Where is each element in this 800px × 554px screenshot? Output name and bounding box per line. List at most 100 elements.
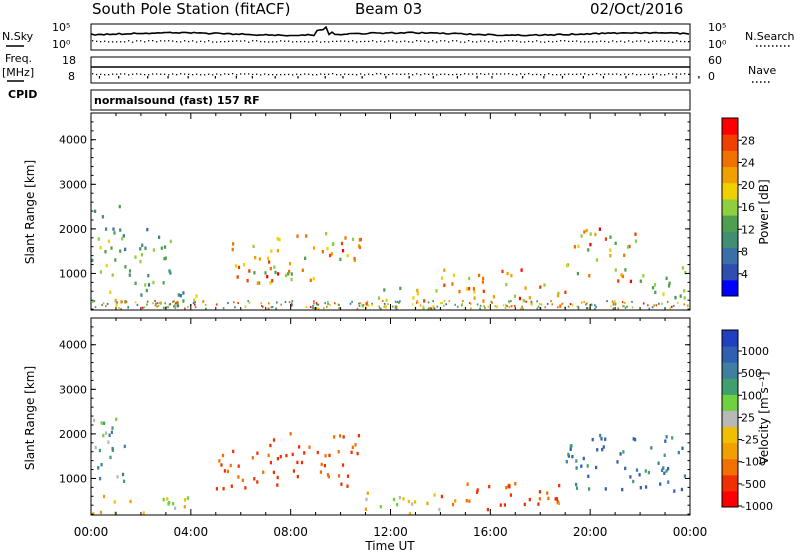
echo-cell (332, 242, 335, 246)
echo-cell (569, 447, 572, 451)
echo-cell (551, 303, 554, 306)
echo-cell (595, 305, 597, 308)
echo-cell (303, 451, 306, 455)
echo-cell (680, 487, 683, 492)
nsearch-point (432, 40, 434, 42)
echo-cell (98, 448, 101, 453)
echo-cell (506, 305, 508, 308)
echo-cell (586, 464, 589, 468)
echo-cell (416, 292, 419, 296)
echo-cell (313, 302, 315, 305)
colorbar-swatch (722, 378, 738, 395)
echo-cell (575, 466, 578, 470)
echo-cell (585, 303, 587, 306)
echo-cell (539, 285, 542, 289)
echo-cell (537, 305, 540, 308)
nave-point (632, 73, 634, 75)
echo-cell (462, 300, 464, 303)
echo-cell (439, 302, 442, 305)
ytick-label: 3000 (59, 383, 87, 396)
nsearch-point (116, 41, 118, 43)
echo-cell (164, 302, 166, 305)
echo-cell (414, 500, 417, 504)
echo-cell (443, 300, 446, 303)
echo-cell (230, 484, 233, 488)
echo-cell (328, 453, 331, 458)
nsearch-point (664, 40, 666, 42)
nsearch-point (136, 40, 138, 42)
echo-cell (595, 465, 598, 470)
echo-cell (143, 306, 146, 309)
echo-cell (236, 275, 239, 279)
echo-cell (351, 445, 354, 449)
echo-cell (398, 496, 401, 500)
echo-cell (402, 497, 405, 501)
nave-point (480, 73, 482, 75)
echo-cell (218, 459, 221, 463)
echo-cell (612, 302, 615, 305)
echo-cell (659, 482, 662, 486)
nave-point (200, 74, 202, 76)
nsearch-point (512, 40, 514, 42)
echo-cell (520, 307, 522, 310)
nave-point (536, 73, 538, 76)
echo-cell (325, 231, 328, 236)
echo-cell (422, 305, 425, 308)
nave-point (652, 76, 654, 79)
nsearch-point (660, 40, 662, 42)
echo-cell (313, 300, 315, 303)
echo-cell (357, 434, 360, 438)
echo-cell (382, 300, 384, 302)
echo-cell (316, 303, 318, 306)
nsearch-point (192, 40, 194, 42)
echo-cell (486, 507, 489, 512)
nsearch-point (268, 41, 270, 43)
echo-cell (460, 304, 463, 307)
nave-point (548, 73, 550, 75)
nave-point (440, 73, 442, 75)
echo-cell (631, 300, 633, 303)
echo-cell (473, 296, 476, 300)
echo-cell (488, 484, 491, 489)
colorbar-swatch (722, 474, 738, 492)
nave-point (656, 73, 658, 75)
echo-cell (484, 306, 486, 309)
nave-point (147, 76, 149, 79)
echo-cell (169, 271, 172, 275)
echo-cell (103, 421, 106, 425)
colorbar-swatch (722, 247, 738, 265)
echo-cell (115, 303, 118, 307)
nave-point (512, 73, 514, 76)
echo-cell (215, 487, 218, 491)
echo-cell (109, 455, 112, 460)
echo-cell (468, 276, 471, 281)
echo-cell (101, 304, 103, 306)
colorbar-frame (721, 329, 739, 508)
nsearch-point (416, 40, 418, 42)
echo-cell (443, 268, 446, 272)
nsearch-point (572, 40, 574, 42)
nsearch-point (508, 40, 510, 42)
nsearch-point (236, 40, 238, 42)
echo-cell (379, 505, 382, 509)
nsearch-point (200, 40, 202, 42)
nave-point (408, 76, 410, 79)
echo-cell (492, 295, 495, 299)
echo-cell (256, 451, 259, 455)
nave-point (412, 74, 414, 76)
nsearch-point (128, 40, 130, 42)
echo-cell (94, 306, 97, 309)
echo-cell (672, 304, 675, 307)
echo-cell (383, 305, 385, 308)
nave-point (404, 73, 406, 75)
echo-cell (458, 289, 461, 294)
power-panel-frame (90, 112, 691, 311)
nsky-panel-frame (90, 23, 691, 51)
echo-cell (614, 300, 616, 303)
nave-point (668, 73, 670, 75)
echo-cell (674, 295, 677, 300)
colorbar-tick-label: 500 (741, 367, 762, 380)
echo-cell (184, 498, 187, 502)
echo-cell (164, 256, 167, 260)
echo-cell (430, 307, 433, 310)
